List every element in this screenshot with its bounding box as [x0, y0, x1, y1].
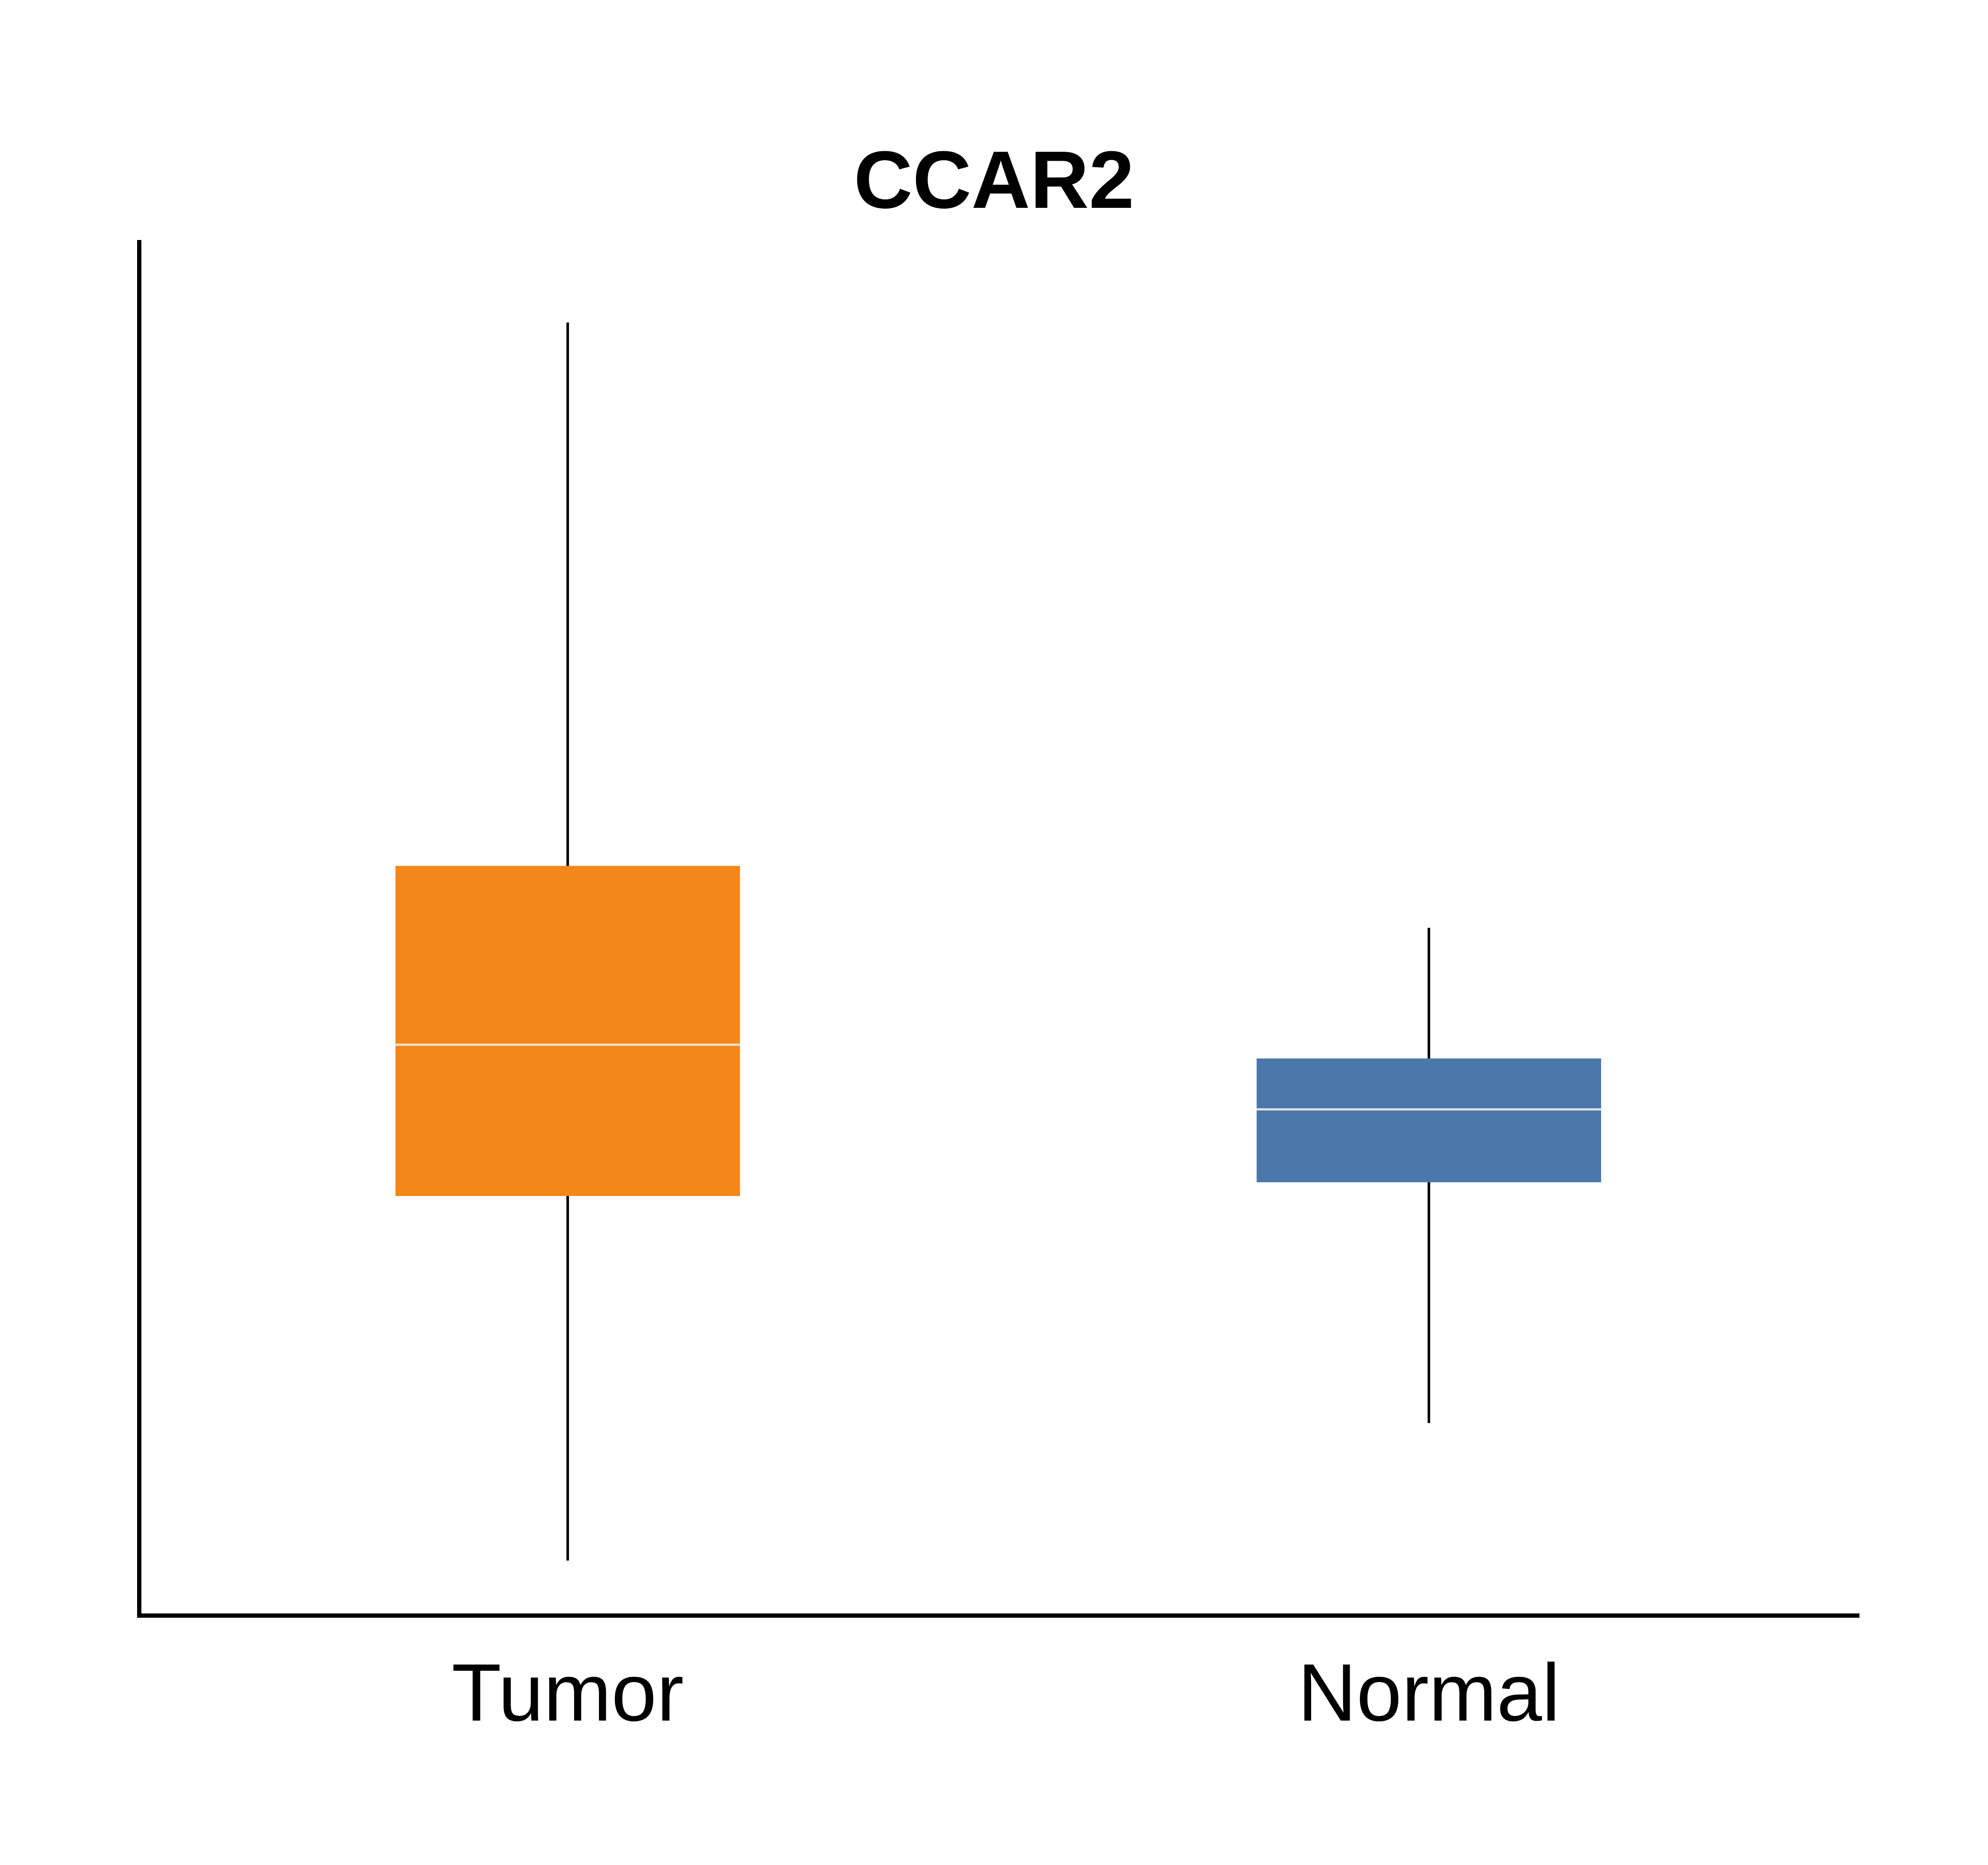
box-normal	[1257, 1058, 1601, 1182]
box-tumor	[395, 866, 740, 1196]
box-group	[395, 322, 1601, 1561]
x-tick-label-normal: Normal	[1298, 1647, 1560, 1738]
chart-title: CCAR2	[854, 135, 1135, 225]
x-tick-label-tumor: Tumor	[452, 1647, 684, 1738]
